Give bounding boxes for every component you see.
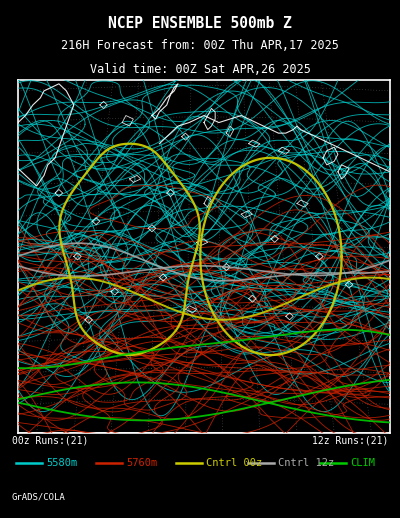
- Text: 5580m: 5580m: [46, 457, 77, 468]
- Text: Cntrl 00z: Cntrl 00z: [206, 457, 262, 468]
- Text: 5760m: 5760m: [126, 457, 157, 468]
- Text: Cntrl 12z: Cntrl 12z: [278, 457, 334, 468]
- Text: 216H Forecast from: 00Z Thu APR,17 2025: 216H Forecast from: 00Z Thu APR,17 2025: [61, 39, 339, 52]
- Text: NCEP ENSEMBLE 500mb Z: NCEP ENSEMBLE 500mb Z: [108, 16, 292, 31]
- Text: 12z Runs:(21): 12z Runs:(21): [312, 435, 388, 445]
- Text: Valid time: 00Z Sat APR,26 2025: Valid time: 00Z Sat APR,26 2025: [90, 63, 310, 76]
- Text: CLIM: CLIM: [350, 457, 375, 468]
- Text: 00z Runs:(21): 00z Runs:(21): [12, 435, 88, 445]
- Text: GrADS/COLA: GrADS/COLA: [12, 493, 66, 502]
